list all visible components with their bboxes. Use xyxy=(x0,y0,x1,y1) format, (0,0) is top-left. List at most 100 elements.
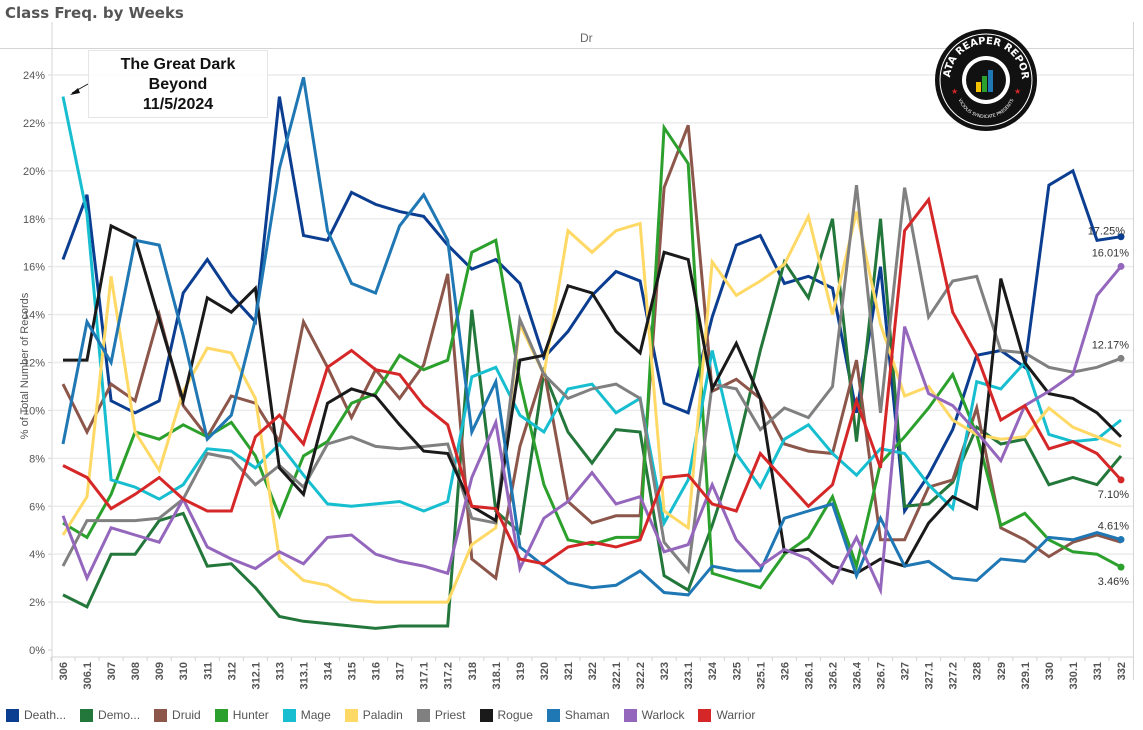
x-tick-label: 319 xyxy=(515,662,527,680)
end-value-label: 7.10% xyxy=(1098,489,1129,501)
svg-text:★: ★ xyxy=(951,87,958,96)
x-tick-label: 309 xyxy=(154,662,166,680)
x-tick-label: 325 xyxy=(731,662,743,680)
legend-label: Rogue xyxy=(497,708,533,722)
legend-swatch xyxy=(214,708,228,722)
series-line-hunter xyxy=(62,123,1122,590)
end-value-label: 17.25% xyxy=(1088,226,1126,238)
y-tick-label: 4% xyxy=(29,549,45,561)
legend-label: Hunter xyxy=(232,708,269,722)
series-line-mage xyxy=(61,96,1122,528)
x-tick-label: 318 xyxy=(467,662,479,680)
x-tick-label: 330.1 xyxy=(1068,662,1080,690)
legend: Death... Demo... Druid Hunter Mage Paladin Pri… xyxy=(6,708,769,722)
x-tick-label: 312 xyxy=(226,662,238,680)
legend-item[interactable]: Paladin xyxy=(344,708,403,722)
y-tick-label: 18% xyxy=(23,214,45,226)
y-tick-label: 22% xyxy=(23,118,45,130)
legend-item[interactable]: Death... xyxy=(6,708,66,722)
x-tick-label: 322.2 xyxy=(635,662,647,690)
legend-swatch xyxy=(698,708,712,722)
x-tick-label: 329.1 xyxy=(1020,662,1032,690)
legend-swatch xyxy=(154,708,168,722)
x-tick-label: 321 xyxy=(563,662,575,680)
x-tick-label: 315 xyxy=(347,662,359,680)
legend-item[interactable]: Hunter xyxy=(214,708,269,722)
legend-swatch xyxy=(479,708,493,722)
legend-label: Priest xyxy=(434,708,466,722)
legend-label: Shaman xyxy=(564,708,610,722)
x-tick-label: 331 xyxy=(1092,662,1104,680)
legend-item[interactable]: Demo... xyxy=(80,708,140,722)
x-tick-label: 312.1 xyxy=(250,662,262,690)
y-tick-label: 20% xyxy=(23,166,45,178)
end-marker xyxy=(1117,476,1125,484)
frame-border xyxy=(1133,22,1134,680)
legend-label: Warrior xyxy=(716,708,756,722)
annotation-line: 11/5/2024 xyxy=(142,96,214,113)
y-tick-label: 2% xyxy=(29,597,45,609)
x-tick-label: 324 xyxy=(707,661,719,680)
legend-item[interactable]: Priest xyxy=(416,708,466,722)
legend-swatch xyxy=(80,708,94,722)
frame-divider xyxy=(0,48,1133,49)
legend-item[interactable]: Mage xyxy=(282,708,331,722)
end-marker xyxy=(1117,563,1125,571)
legend-item[interactable]: Warrior xyxy=(698,708,755,722)
x-tick-label: 316 xyxy=(371,662,383,680)
x-tick-label: 317 xyxy=(395,662,407,680)
annotation-line: The Great Dark xyxy=(120,56,236,73)
legend-swatch xyxy=(6,708,19,722)
x-tick-label: 327.2 xyxy=(948,662,960,690)
x-tick-label: 326.1 xyxy=(803,662,815,690)
legend-label: Paladin xyxy=(362,708,403,722)
legend-label: Demo... xyxy=(98,708,141,722)
annotation-box: The Great Dark Beyond 11/5/2024 xyxy=(88,50,268,118)
series-line-priest xyxy=(61,185,1122,575)
y-tick-label: 12% xyxy=(23,358,45,370)
x-tick-label: 308 xyxy=(130,662,142,680)
y-tick-label: 24% xyxy=(23,70,45,82)
legend-swatch xyxy=(546,708,560,722)
x-tick-label: 326.7 xyxy=(876,662,888,690)
legend-item[interactable]: Warlock xyxy=(623,708,685,722)
end-value-label: 12.17% xyxy=(1092,339,1130,351)
legend-item[interactable]: Druid xyxy=(154,708,201,722)
y-tick-label: 6% xyxy=(29,501,45,513)
series-line-rogue xyxy=(63,223,1123,575)
series-line-demo xyxy=(62,218,1123,630)
chart-title: Class Freq. by Weeks xyxy=(5,4,184,22)
x-tick-label: 306 xyxy=(58,662,70,680)
x-tick-label: 332 xyxy=(1116,662,1128,680)
end-marker xyxy=(1117,536,1125,544)
x-tick-label: 314 xyxy=(323,661,335,680)
y-tick-label: 10% xyxy=(23,405,45,417)
x-tick-label: 320 xyxy=(539,662,551,680)
legend-label: Druid xyxy=(172,708,201,722)
y-tick-label: 0% xyxy=(29,645,45,657)
x-tick-label: 322.1 xyxy=(611,662,623,690)
series-line-warrior xyxy=(62,196,1123,566)
legend-item[interactable]: Rogue xyxy=(479,708,533,722)
x-tick-label: 326.2 xyxy=(827,662,839,690)
x-tick-label: 323 xyxy=(659,662,671,680)
x-tick-label: 330 xyxy=(1044,662,1056,680)
legend-item[interactable]: Shaman xyxy=(546,708,610,722)
x-tick-label: 318.1 xyxy=(491,662,503,690)
end-value-label: 16.01% xyxy=(1092,247,1130,259)
y-tick-label: 14% xyxy=(23,310,45,322)
x-tick-label: 327 xyxy=(900,662,912,680)
x-tick-label: 317.1 xyxy=(419,662,431,690)
legend-label: Warlock xyxy=(641,708,685,722)
end-marker xyxy=(1117,354,1125,362)
x-tick-label: 325.1 xyxy=(755,662,767,690)
legend-label: Mage xyxy=(300,708,331,722)
x-tick-label: 326.4 xyxy=(852,661,864,689)
legend-swatch xyxy=(416,708,430,722)
end-value-label: 3.46% xyxy=(1098,576,1129,588)
x-tick-label: 329 xyxy=(996,662,1008,680)
x-tick-label: 313.1 xyxy=(298,662,310,690)
legend-label: Death... xyxy=(24,708,67,722)
series-line-paladin xyxy=(61,211,1122,604)
pane-header: Dr xyxy=(580,31,593,45)
